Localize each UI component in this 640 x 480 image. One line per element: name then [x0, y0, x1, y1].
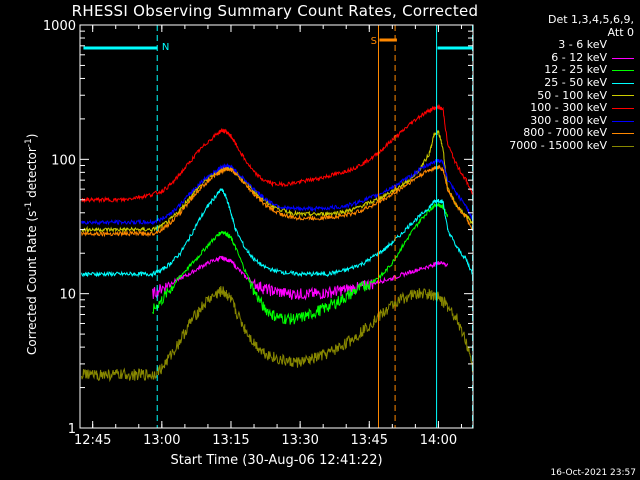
legend-attenuator: Att 0	[607, 25, 634, 39]
legend-entry: 50 - 100 keV	[478, 88, 638, 103]
legend-entry: 300 - 800 keV	[478, 113, 638, 128]
x-tick-label: 12:45	[74, 433, 111, 448]
axis-layer: 12:45 13:00 13:15 13:30 13:45 14:00 1 10 100 1000	[43, 19, 473, 448]
legend-entry: 6 - 12 keV	[478, 50, 638, 65]
series-line-3-6-kev	[81, 311, 474, 431]
x-tick-label: 13:15	[212, 433, 249, 448]
legend-entry: 7000 - 15000 keV	[478, 138, 638, 153]
y-tick-label: 1	[68, 422, 76, 437]
legend-entry: 100 - 300 keV	[478, 102, 638, 115]
series-line-800-7000-kev	[81, 164, 473, 238]
legend-swatch	[612, 120, 634, 122]
series-line-6-12-kev	[152, 255, 449, 301]
chart-title: RHESSI Observing Summary Count Rates, Co…	[71, 2, 479, 20]
legend-entries: 3 - 6 keV 6 - 12 keV 12 - 25 keV 25 - 50 ke…	[478, 39, 638, 152]
x-axis-label: Start Time (30-Aug-06 12:41:22)	[170, 453, 383, 468]
legend: Det 1,3,4,5,6,9, Att 0 3 - 6 keV 6 - 12 k…	[478, 13, 638, 153]
legend-swatch	[612, 133, 634, 135]
footer-timestamp: 16-Oct-2021 23:57	[550, 468, 636, 478]
series-line-25-50-kev	[81, 188, 473, 278]
legend-label: 3 - 6 keV	[558, 38, 607, 52]
series-layer	[81, 103, 474, 431]
annotation-layer: NS	[83, 25, 474, 428]
x-tick-label: 13:00	[143, 433, 180, 448]
legend-swatch	[612, 44, 634, 46]
legend-detectors: Det 1,3,4,5,6,9,	[547, 13, 634, 26]
saa-label: S	[371, 36, 377, 47]
legend-entry: 3 - 6 keV	[478, 39, 638, 52]
series-line-300-800-kev	[81, 158, 473, 226]
x-tick-label: 13:45	[351, 433, 388, 448]
y-tick-label: 1000	[43, 19, 76, 34]
y-axis-label: Corrected Count Rate (s-1 detector-1)	[24, 134, 39, 355]
series-line-7000-15000-kev	[81, 285, 473, 383]
legend-swatch	[612, 82, 634, 84]
legend-label: 300 - 800 keV	[530, 113, 607, 127]
legend-swatch	[612, 95, 634, 97]
series-line-12-25-kev	[152, 202, 449, 325]
legend-swatch	[612, 57, 634, 59]
night-label: N	[162, 42, 169, 53]
series-line-100-300-kev	[81, 103, 473, 204]
y-axis-label-mid: detector	[25, 147, 39, 202]
legend-swatch	[612, 145, 634, 147]
legend-entry: 12 - 25 keV	[478, 64, 638, 77]
y-tick-label: 100	[51, 153, 76, 168]
legend-label: 800 - 7000 keV	[523, 126, 607, 140]
x-tick-label: 13:30	[281, 433, 318, 448]
legend-label: 100 - 300 keV	[530, 101, 607, 115]
legend-label: 7000 - 15000 keV	[509, 138, 607, 152]
y-tick-label: 10	[59, 288, 76, 303]
legend-label: 12 - 25 keV	[544, 63, 607, 77]
y-axis-label-end: )	[25, 133, 39, 139]
x-tick-label: 14:00	[420, 433, 457, 448]
legend-entry: 25 - 50 keV	[478, 75, 638, 90]
legend-swatch	[612, 107, 634, 109]
plot-frame	[79, 24, 474, 429]
legend-label: 25 - 50 keV	[544, 75, 607, 89]
y-axis-label-exp2: -1	[24, 138, 34, 148]
y-axis-label-main: Corrected Count Rate (s	[25, 210, 39, 355]
legend-swatch	[612, 70, 634, 72]
y-axis-label-exp1: -1	[24, 201, 34, 211]
legend-label: 6 - 12 keV	[551, 50, 607, 64]
legend-label: 50 - 100 keV	[537, 88, 607, 102]
legend-entry: 800 - 7000 keV	[478, 127, 638, 140]
